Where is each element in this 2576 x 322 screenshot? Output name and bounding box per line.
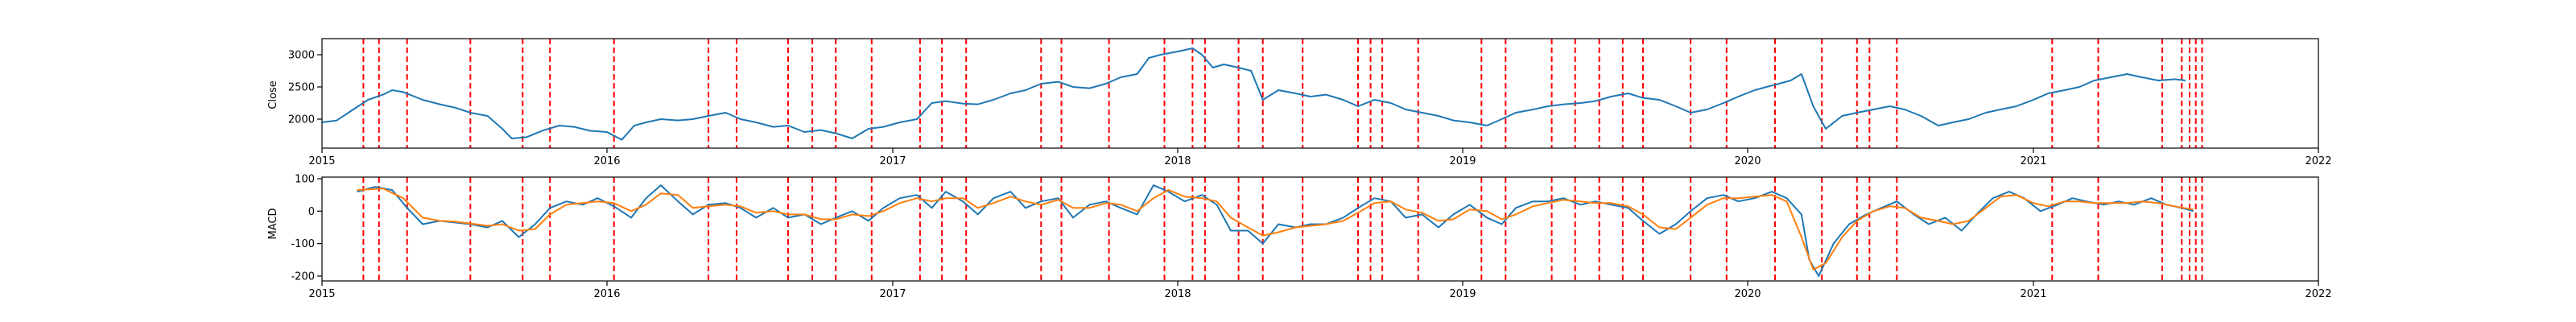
x-tick-label: 2018 (1164, 155, 1191, 167)
x-tick-label: 2022 (2305, 155, 2331, 167)
y-tick-label: 0 (308, 206, 315, 218)
macd-panel: 100 0 -100 -200 2015 2016 2017 2018 2019 2020 2021… (267, 174, 2332, 300)
x-tick-label: 2015 (308, 288, 335, 300)
y-tick-label: -100 (291, 238, 315, 250)
y-tick-label: 100 (295, 174, 315, 186)
y-tick-label: 2500 (288, 82, 315, 94)
axes-frame (321, 176, 2319, 282)
y-tick-label: 3000 (288, 50, 315, 62)
x-tick-label: 2018 (1164, 288, 1191, 300)
close-ylabel: Close (267, 80, 279, 109)
y-tick-label: -200 (291, 270, 315, 283)
x-tick-label: 2022 (2305, 288, 2331, 300)
x-tick-label: 2019 (1449, 288, 1476, 300)
x-tick-label: 2020 (1734, 155, 1761, 167)
series-line-2 (357, 188, 2194, 270)
x-tick-label: 2017 (879, 288, 906, 300)
close-panel: 2000 2500 3000 2015 2016 2017 2018 2019 2020 2021… (267, 38, 2332, 167)
x-tick-label: 2021 (2020, 155, 2046, 167)
x-tick-label: 2017 (879, 155, 906, 167)
close-plot-area: 2000 2500 3000 2015 2016 2017 2018 2019 2020 2021… (288, 38, 2332, 167)
x-tick-label: 2016 (593, 288, 620, 300)
x-tick-label: 2019 (1449, 155, 1476, 167)
x-tick-label: 2020 (1734, 288, 1761, 300)
series-line-1 (321, 47, 2186, 141)
axes-frame (321, 38, 2319, 149)
x-tick-label: 2015 (308, 155, 335, 167)
x-tick-label: 2021 (2020, 288, 2046, 300)
macd-plot-area: 100 0 -100 -200 2015 2016 2017 2018 2019 2020 2021… (291, 174, 2331, 300)
y-tick-label: 2000 (288, 114, 315, 126)
x-tick-label: 2016 (593, 155, 620, 167)
macd-ylabel: MACD (267, 208, 279, 240)
series-line-1 (357, 184, 2194, 277)
